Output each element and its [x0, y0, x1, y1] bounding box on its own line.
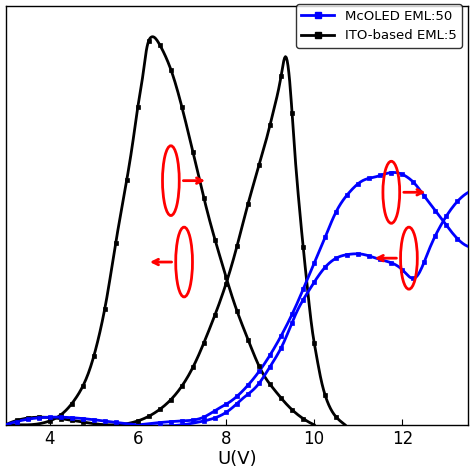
- Legend: McOLED EML:50, ITO-based EML:5: McOLED EML:50, ITO-based EML:5: [296, 4, 462, 47]
- X-axis label: U(V): U(V): [217, 450, 257, 468]
